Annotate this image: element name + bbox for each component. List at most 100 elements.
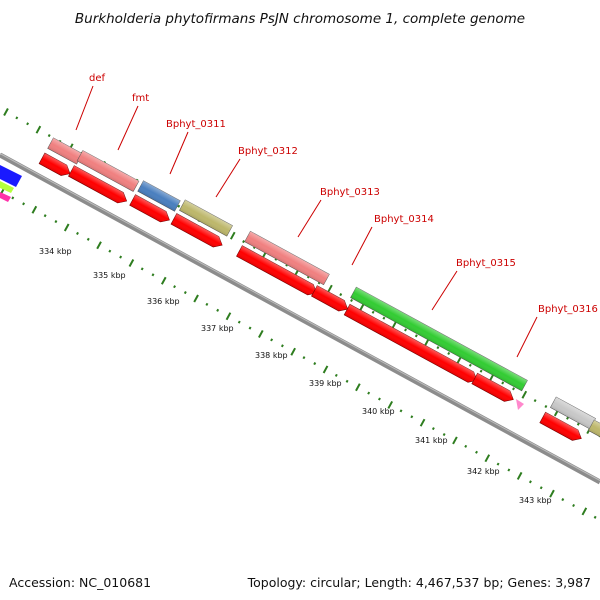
inner-tick [108,249,112,253]
left-edge-features [0,165,524,410]
outer-tick [512,387,515,391]
outer-tick [3,108,9,116]
inner-tick [516,471,523,480]
inner-tick [345,379,349,383]
gene-label: Bphyt_0313 [320,187,380,198]
leader-line [351,226,373,266]
gene-fmt [76,150,140,192]
inner-tick [313,362,317,366]
cds-Bphyt_0311 [129,194,170,223]
inner-tick [31,205,38,214]
inner-tick [173,285,177,289]
genome-stats-text: Topology: circular; Length: 4,467,537 bp… [247,575,591,590]
gene-partial [588,419,600,441]
gene-label-leaders [75,85,538,358]
outer-tick [404,328,407,332]
outer-tick [544,404,548,409]
gene-Bphyt_0313 [244,230,330,286]
outer-tick [521,390,528,399]
genome-backbone [0,152,600,485]
outer-tick [371,310,375,314]
outer-tick [501,381,505,385]
outer-tick [350,298,353,303]
scale-label: 336 kbp [147,297,180,306]
scale-label: 342 kbp [467,467,500,476]
inner-tick [11,196,15,200]
outer-tick [576,422,580,426]
accession-text: Accession: NC_010681 [9,575,152,590]
outer-tick [468,363,472,367]
inner-tick [496,462,500,466]
cds-def [38,152,71,176]
outer-tick [229,231,236,240]
inner-tick [464,444,468,448]
cds-next [539,411,582,441]
inner-tick [377,397,381,401]
gene-label: Bphyt_0315 [456,258,516,269]
inner-tick [539,486,543,490]
inner-tick [270,338,274,342]
inner-tick [475,450,478,454]
cds-fmt [68,165,128,204]
inner-tick [248,326,252,330]
scale-label: 339 kbp [309,379,342,388]
inner-tick [183,291,187,295]
inner-tick [63,223,70,232]
inner-tick [549,489,555,498]
outer-tick [566,416,569,420]
gene-label: Bphyt_0311 [166,119,226,130]
inner-tick [572,503,576,508]
inner-tick [399,409,403,413]
leader-line [215,158,241,198]
map-title: Burkholderia phytofirmans PsJN chromosom… [75,11,525,27]
scale-label: 341 kbp [415,436,448,445]
outer-tick [26,122,30,126]
inner-tick [561,498,565,502]
outer-tick [382,316,386,320]
inner-tick [302,356,306,360]
inner-tick [22,202,26,206]
outer-tick [339,293,343,297]
inner-tick [410,415,414,419]
inner-tick [258,329,264,338]
gene-label: Bphyt_0312 [238,146,298,157]
inner-tick [431,427,435,431]
outer-tick [533,399,537,403]
inner-tick [507,468,511,472]
inner-tick [442,432,446,437]
outer-tick [47,134,51,138]
scale-label: 335 kbp [93,271,126,280]
inner-tick [452,436,458,445]
inner-tick [205,302,209,306]
scale-label: 338 kbp [255,351,288,360]
inner-tick [237,320,241,324]
outer-tick [436,346,440,350]
inner-tick [76,231,79,235]
gene-label: fmt [132,93,149,104]
inner-tick [119,255,123,259]
inner-tick [528,480,532,484]
scale-label: 340 kbp [362,407,395,416]
inner-tick [151,273,155,277]
leader-line [297,199,322,238]
gene-label: Bphyt_0316 [538,304,598,315]
gene-Bphyt_0315 [350,286,528,392]
cds-Bphyt_0316 [471,372,514,402]
inner-tick [290,347,296,356]
inner-tick [334,373,338,377]
gene-label: Bphyt_0314 [374,214,434,225]
gene-Bphyt_0312 [179,199,233,237]
outer-tick [327,284,333,293]
inner-tick [419,418,426,427]
inner-tick [128,258,135,267]
gene-labels: def fmt Bphyt_0311 Bphyt_0312 Bphyt_0313 Bphy… [89,73,598,315]
inner-tick [54,220,58,224]
outer-tick [479,369,483,373]
inner-tick [225,312,232,321]
inner-tick [216,308,220,312]
inner-tick [387,400,394,409]
scale-labels: 334 kbp 335 kbp 336 kbp 337 kbp 338 kbp 339 k… [39,247,552,505]
inner-tick [96,241,102,250]
outer-tick [35,125,42,134]
